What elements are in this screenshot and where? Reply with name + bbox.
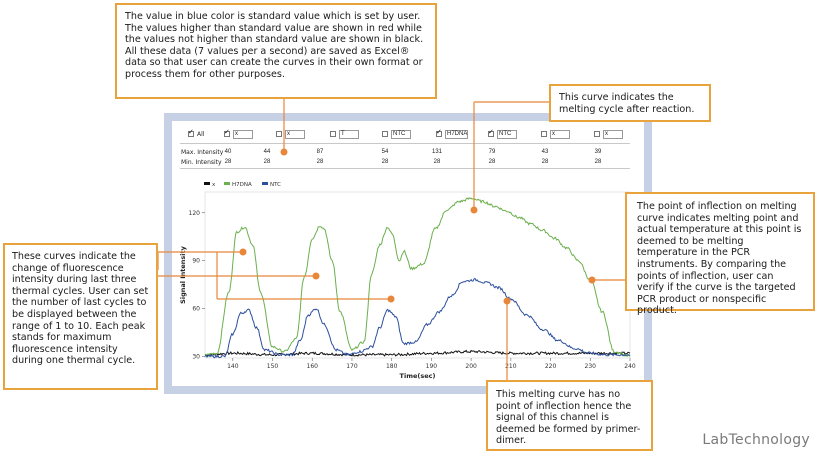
checkbox-label-all: All [197, 131, 205, 138]
max-intensity-label: Max. Intensity [181, 149, 224, 156]
x-tick-label: 240 [624, 363, 636, 370]
channel-checkbox[interactable] [436, 128, 442, 137]
software-content [172, 121, 644, 386]
legend-label: x [212, 182, 216, 188]
y-tick-label: 60 [192, 306, 200, 313]
x-tick-label: 210 [505, 363, 517, 370]
callout-marker [239, 248, 247, 256]
channel-name-field[interactable]: x [233, 130, 253, 139]
min-intensity-label: Min. Intensity [181, 159, 222, 166]
min-intensity-value: 28 [541, 159, 549, 165]
legend-swatch [224, 182, 230, 185]
legend-swatch [204, 182, 210, 185]
callout-marker [470, 206, 478, 214]
min-intensity-value: 28 [488, 159, 496, 165]
legend-swatch [262, 182, 268, 185]
channel-checkbox[interactable] [382, 131, 388, 137]
max-intensity-value: 87 [316, 149, 324, 155]
x-tick-label: 190 [426, 363, 438, 370]
x-tick-label: 140 [227, 363, 239, 370]
callout-data-values: The value in blue color is standard valu… [115, 3, 437, 99]
callout-inflection-point: The point of inflection on melting curve… [625, 192, 815, 316]
min-intensity-value: 28 [224, 159, 232, 165]
channel-name-field[interactable]: x [550, 130, 570, 139]
callout-marker [387, 295, 395, 303]
y-tick-label: 30 [192, 353, 200, 360]
callout-no-inflection: This melting curve has no point of infle… [486, 380, 653, 451]
channel-checkbox[interactable] [330, 131, 336, 137]
channel-name-field[interactable]: H7DNA [445, 130, 468, 139]
callout-marker [588, 276, 596, 284]
brand-logo: LabTechnology [702, 432, 810, 448]
channel-name-field[interactable]: NTC [497, 130, 517, 139]
channel-checkbox[interactable] [541, 131, 547, 137]
x-tick-label: 180 [386, 363, 398, 370]
max-intensity-value: 54 [381, 149, 389, 155]
min-intensity-value: 28 [316, 159, 324, 165]
channel-checkbox[interactable] [594, 131, 600, 137]
channel-checkbox[interactable] [488, 128, 494, 137]
callout-marker [503, 297, 511, 305]
channel-name-field[interactable]: x [603, 130, 623, 139]
callout-marker [312, 272, 320, 280]
x-tick-label: 170 [346, 363, 358, 370]
legend-label: H7DNA [232, 182, 252, 188]
callout-marker [280, 148, 288, 156]
min-intensity-value: 28 [433, 159, 441, 165]
channel-checkbox[interactable] [188, 128, 194, 137]
max-intensity-value: 40 [224, 149, 232, 155]
y-tick-label: 120 [189, 210, 201, 217]
table-divider-bottom [180, 168, 630, 169]
series-line-ntc [204, 278, 631, 359]
x-tick-label: 150 [267, 363, 279, 370]
table-divider-top [180, 143, 630, 144]
channel-name-field[interactable]: T [339, 130, 359, 139]
y-tick-label: 90 [192, 258, 200, 265]
channel-name-field[interactable]: NTC [391, 130, 411, 139]
max-intensity-value: 44 [263, 149, 271, 155]
channel-checkbox[interactable] [224, 128, 230, 137]
y-axis-label: Signal Intensity [179, 245, 187, 303]
callout-thermal-cycles: These curves indicate the change of fluo… [3, 243, 158, 390]
min-intensity-value: 28 [381, 159, 389, 165]
max-intensity-value: 79 [488, 149, 496, 155]
max-intensity-value: 39 [594, 149, 602, 155]
channel-checkbox[interactable] [276, 131, 282, 137]
max-intensity-value: 43 [541, 149, 549, 155]
x-tick-label: 160 [307, 363, 319, 370]
series-line-x [204, 349, 631, 357]
max-intensity-value: 131 [431, 149, 442, 155]
x-tick-label: 230 [585, 363, 597, 370]
min-intensity-value: 28 [594, 159, 602, 165]
x-tick-label: 200 [465, 363, 477, 370]
legend-label: NTC [270, 182, 281, 188]
channel-name-field[interactable]: x [285, 130, 305, 139]
min-intensity-value: 28 [263, 159, 271, 165]
callout-melting-cycle: This curve indicates the melting cycle a… [549, 84, 711, 122]
x-axis-label: Time(sec) [400, 372, 436, 380]
series-line-h7dna [204, 197, 631, 358]
x-tick-label: 220 [545, 363, 557, 370]
